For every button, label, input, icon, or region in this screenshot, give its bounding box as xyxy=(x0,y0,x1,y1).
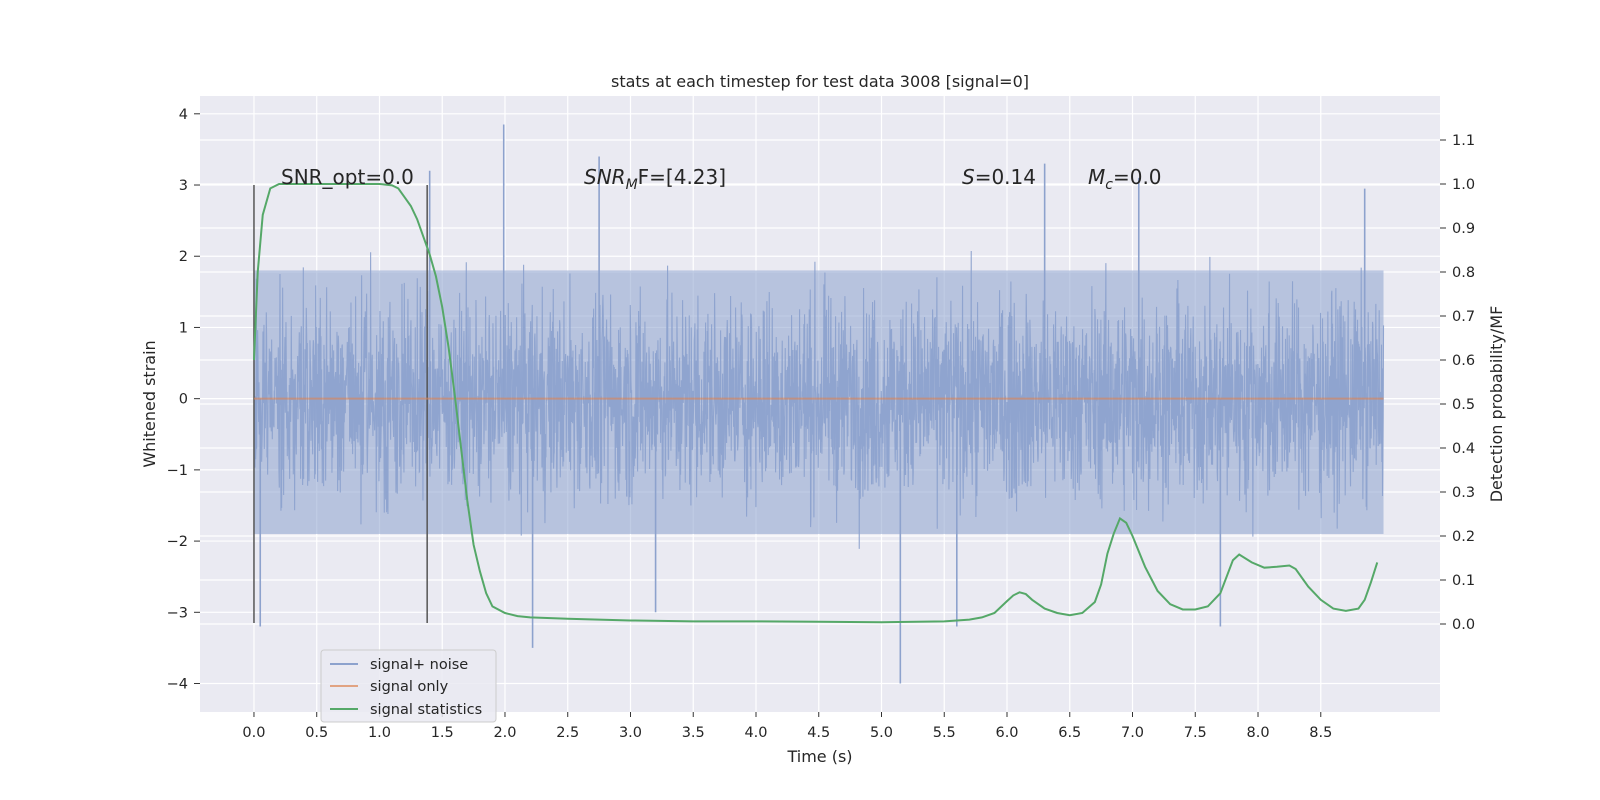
x-axis: 0.0 0.5 1.0 1.5 2.0 2.5 3.0 3.5 4.0 4.5 5.0 5.5 6.0 6… xyxy=(242,712,1332,741)
y2-tick-label: 0.7 xyxy=(1452,309,1475,325)
y2-tick-label: 0.6 xyxy=(1452,353,1475,369)
y-tick-label: 3 xyxy=(179,178,188,194)
y-axis-title: Whitened strain xyxy=(140,340,159,467)
annotation-s: S=0.14 xyxy=(962,165,1036,189)
x-tick-label: 2.0 xyxy=(493,725,516,741)
y2-tick-label: 0.4 xyxy=(1452,441,1475,457)
y-tick-label: 1 xyxy=(179,320,188,336)
s-italic: S xyxy=(962,165,975,189)
legend-label-noise: signal+ noise xyxy=(370,657,468,673)
y2-tick-label: 0.2 xyxy=(1452,529,1475,545)
y-tick-label: 2 xyxy=(179,249,188,265)
annotation-snr-mf: SNRMF=[4.23] xyxy=(584,165,726,193)
y-tick-label: −3 xyxy=(167,605,188,621)
x-tick-label: 8.5 xyxy=(1309,725,1332,741)
x-tick-label: 7.0 xyxy=(1121,725,1144,741)
y2-tick-label: 0.5 xyxy=(1452,397,1475,413)
y-tick-label: 0 xyxy=(179,392,188,408)
signal-statistics-series xyxy=(252,183,1379,624)
x-tick-label: 3.0 xyxy=(619,725,642,741)
mc-sub: c xyxy=(1105,177,1113,193)
marker-lines xyxy=(253,185,428,623)
x-tick-label: 0.5 xyxy=(305,725,328,741)
annotation-snr-opt: SNR_opt=0.0 xyxy=(281,165,414,189)
x-tick-label: 1.0 xyxy=(368,725,391,741)
mc-italic: M xyxy=(1088,165,1105,189)
y2-tick-label: 0.0 xyxy=(1452,617,1475,633)
signal-noise-series xyxy=(253,124,1385,684)
legend-label-signal-only: signal only xyxy=(370,679,449,695)
x-tick-label: 3.5 xyxy=(682,725,705,741)
y2-tick-label: 1.0 xyxy=(1452,177,1475,193)
y2-tick-label: 0.3 xyxy=(1452,485,1475,501)
y-tick-label: 4 xyxy=(179,107,188,123)
x-tick-label: 2.5 xyxy=(556,725,579,741)
y2-tick-label: 1.1 xyxy=(1452,133,1475,149)
legend-box xyxy=(320,649,497,723)
noise-core-band xyxy=(253,270,1384,534)
snr-mf-sub: M xyxy=(626,177,638,193)
y-tick-label: −4 xyxy=(167,677,188,693)
x-tick-label: 5.0 xyxy=(870,725,893,741)
snr-mf-base: SNR xyxy=(584,165,626,189)
x-tick-label: 0.0 xyxy=(242,725,265,741)
y-axis-left: 4 3 2 1 0 −1 −2 −3 −4 xyxy=(167,107,200,693)
x-tick-label: 6.5 xyxy=(1058,725,1081,741)
statistics-line xyxy=(252,183,1379,624)
snr-mf-rest: F=[4.23] xyxy=(638,165,726,189)
y2-tick-label: 0.8 xyxy=(1452,265,1475,281)
x-tick-label: 1.5 xyxy=(431,725,454,741)
mc-rest: =0.0 xyxy=(1113,165,1162,189)
y-axis-right: 1.1 1.0 0.9 0.8 0.7 0.6 0.5 0.4 0.3 0.2 0.1 0.0 xyxy=(1440,133,1475,633)
x-tick-label: 8.0 xyxy=(1246,725,1269,741)
legend: signal+ noise signal only signal statist… xyxy=(320,649,497,723)
x-axis-title: Time (s) xyxy=(786,747,852,766)
y2-tick-label: 0.1 xyxy=(1452,573,1475,589)
x-tick-label: 4.0 xyxy=(744,725,767,741)
x-tick-label: 7.5 xyxy=(1184,725,1207,741)
chart-title: stats at each timestep for test data 300… xyxy=(611,72,1029,91)
x-tick-label: 6.0 xyxy=(995,725,1018,741)
y2-tick-label: 0.9 xyxy=(1452,221,1475,237)
y-tick-label: −2 xyxy=(167,534,188,550)
y2-axis-title: Detection probability/MF xyxy=(1487,306,1506,503)
s-rest: =0.14 xyxy=(975,165,1036,189)
x-tick-label: 5.5 xyxy=(933,725,956,741)
y-tick-label: −1 xyxy=(167,463,188,479)
legend-label-statistics: signal statistics xyxy=(370,702,482,718)
annotation-mc: Mc=0.0 xyxy=(1088,165,1162,193)
x-tick-label: 4.5 xyxy=(807,725,830,741)
